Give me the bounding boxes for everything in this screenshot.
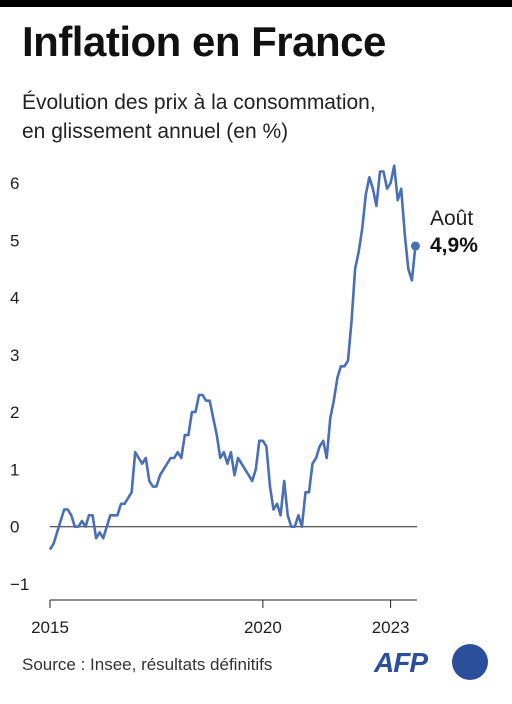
y-tick-label: 5: [10, 231, 19, 250]
y-tick-label: 2: [10, 403, 19, 422]
annotation-month: Août: [430, 207, 473, 230]
x-tick-label: 2023: [372, 618, 410, 637]
y-tick-label: 0: [10, 518, 19, 537]
afp-logo: AFP: [374, 643, 490, 683]
chart-subtitle: Évolution des prix à la consommation, en…: [22, 88, 492, 146]
inflation-series-line: [48, 164, 417, 551]
y-tick-label: 4: [10, 289, 19, 308]
annotation-value: 4,9%: [430, 234, 478, 257]
x-tick-label: 2015: [31, 618, 69, 637]
x-tick-label: 2020: [244, 618, 282, 637]
series-group: [48, 164, 417, 551]
subtitle-line-1: Évolution des prix à la consommation,: [22, 91, 376, 114]
y-tick-label: 3: [10, 346, 19, 365]
chart-title: Inflation en France: [22, 18, 386, 65]
y-tick-label: 6: [10, 174, 19, 193]
y-axis: 6 5 4 3 2 1 0 −1: [10, 174, 417, 594]
y-tick-label: −1: [10, 575, 29, 594]
subtitle-line-2: en glissement annuel (en %): [22, 120, 289, 143]
afp-logo-text: AFP: [374, 647, 428, 678]
top-bar: [0, 0, 512, 7]
y-tick-label: 1: [10, 460, 19, 479]
last-point-marker: [410, 241, 420, 251]
afp-logo-dot-icon: [452, 644, 488, 680]
annotation-group: Août 4,9%: [410, 207, 478, 257]
source-note: Source : Insee, résultats définitifs: [22, 655, 273, 674]
x-axis: 2015 2020 2023: [31, 599, 417, 637]
